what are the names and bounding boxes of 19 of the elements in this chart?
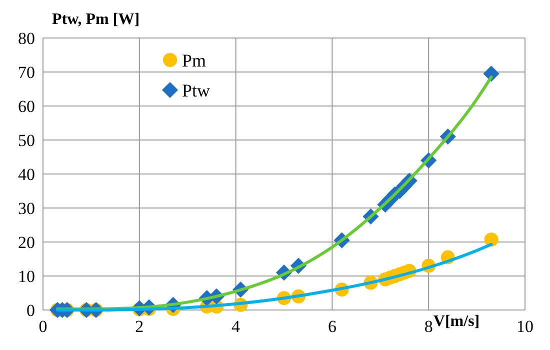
y-axis-title: Ptw, Pm [W] [52,11,140,28]
y-tick-label: 30 [18,198,35,218]
y-tick-label: 20 [18,232,35,252]
y-tick-label: 50 [18,130,35,150]
y-tick-label: 80 [18,28,35,48]
y-tick-label: 0 [26,300,35,320]
y-tick-label: 60 [18,96,35,116]
x-tick-label: 2 [135,317,144,336]
x-tick-label: 6 [328,317,336,336]
y-tick-label: 40 [18,164,35,184]
legend-label: Pm [182,50,206,70]
legend-label: Ptw [182,80,210,100]
x-tick-label: 0 [38,317,48,336]
x-tick-label: 8 [424,317,433,336]
y-tick-label: 70 [18,62,35,82]
x-axis-title: V[m/s] [433,313,480,330]
x-tick-label: 10 [516,317,534,336]
y-tick-label: 10 [18,266,35,286]
x-tick-label: 4 [232,317,241,336]
